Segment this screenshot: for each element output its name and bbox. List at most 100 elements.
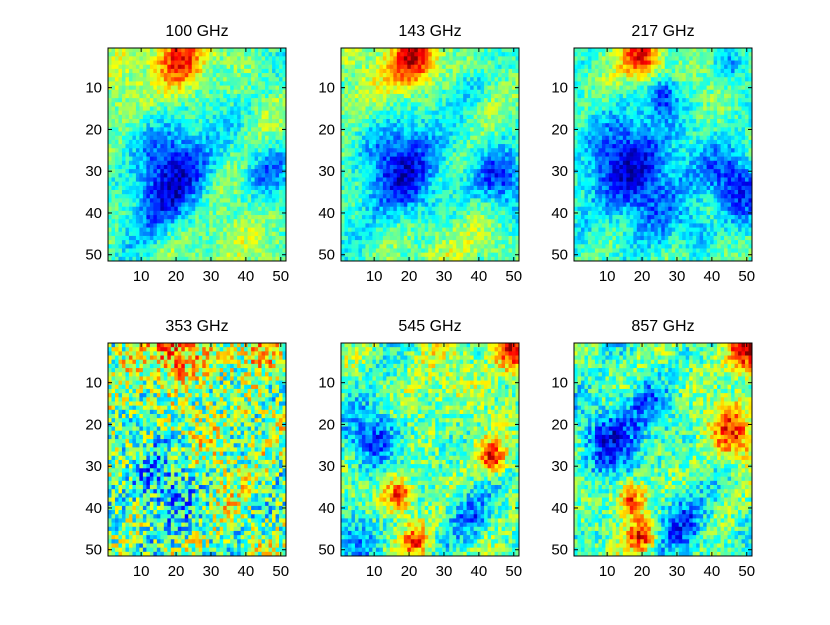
heatmap-cell: [108, 248, 112, 253]
heatmap-cell: [421, 89, 426, 95]
heatmap-cell: [463, 198, 467, 203]
heatmap-cell: [261, 148, 266, 153]
heatmap-cell: [146, 198, 151, 203]
heatmap-cell: [233, 252, 238, 258]
heatmap-cell: [473, 160, 478, 166]
heatmap-cell: [251, 85, 255, 91]
heatmap-cell: [205, 240, 210, 245]
heatmap-cell: [491, 73, 495, 78]
heatmap-cell: [501, 235, 506, 241]
heatmap-cell: [421, 173, 426, 178]
heatmap-cell: [188, 244, 193, 249]
heatmap-cell: [132, 52, 137, 57]
heatmap-cell: [351, 85, 356, 91]
heatmap-cell: [149, 215, 154, 220]
heatmap-cell: [279, 127, 283, 132]
heatmap-cell: [184, 68, 189, 74]
heatmap-cell: [121, 98, 126, 103]
heatmap-cell: [445, 102, 450, 107]
heatmap-cell: [382, 89, 387, 95]
heatmap-cell: [174, 240, 179, 245]
heatmap-cell: [237, 223, 241, 228]
heatmap-cell: [121, 194, 126, 199]
heatmap-cell: [282, 164, 287, 170]
heatmap-cell: [223, 48, 228, 53]
heatmap-cell: [237, 194, 241, 199]
heatmap-cell: [428, 144, 433, 149]
heatmap-cell: [191, 160, 196, 166]
heatmap-cell: [389, 135, 394, 141]
heatmap-cell: [421, 56, 426, 61]
heatmap-cell: [108, 102, 112, 107]
heatmap-cell: [407, 64, 412, 70]
heatmap-cell: [424, 114, 429, 120]
heatmap-cell: [111, 248, 116, 253]
heatmap-cell: [431, 210, 436, 216]
heatmap-cell: [230, 248, 234, 253]
heatmap-cell: [188, 169, 193, 174]
heatmap-cell: [341, 240, 345, 245]
heatmap-cell: [191, 139, 196, 145]
heatmap-cell: [438, 98, 443, 103]
heatmap-cell: [361, 131, 366, 137]
heatmap-cell: [417, 106, 422, 111]
heatmap-cell: [358, 198, 363, 203]
heatmap-cell: [125, 60, 130, 66]
heatmap-cell: [219, 102, 224, 107]
heatmap-cell: [163, 73, 168, 78]
heatmap-cell: [417, 173, 422, 178]
heatmap-cell: [431, 152, 436, 157]
heatmap-cell: [361, 135, 366, 141]
heatmap-cell: [226, 215, 231, 220]
heatmap-cell: [268, 240, 273, 245]
heatmap-cell: [372, 160, 377, 166]
heatmap-cell: [435, 194, 440, 199]
heatmap-cell: [247, 181, 252, 187]
heatmap-cell: [195, 169, 200, 174]
heatmap-cell: [149, 227, 154, 233]
heatmap-cell: [121, 164, 126, 170]
heatmap-cell: [244, 139, 248, 145]
heatmap-cell: [198, 164, 203, 170]
heatmap-cell: [188, 227, 193, 233]
heatmap-cell: [393, 127, 398, 132]
heatmap-cell: [142, 89, 147, 95]
heatmap-cell: [223, 256, 228, 262]
heatmap-cell: [375, 181, 380, 187]
heatmap-cell: [108, 52, 112, 57]
heatmap-cell: [111, 198, 116, 203]
heatmap-cell: [463, 93, 467, 99]
heatmap-cell: [174, 119, 179, 124]
heatmap-cell: [505, 210, 509, 216]
heatmap-cell: [209, 244, 214, 249]
heatmap-cell: [501, 135, 506, 141]
heatmap-cell: [368, 202, 373, 208]
heatmap-cell: [191, 256, 196, 262]
heatmap-cell: [233, 48, 238, 53]
heatmap-cell: [505, 223, 509, 228]
heatmap-cell: [442, 235, 447, 241]
heatmap-cell: [132, 223, 137, 228]
heatmap-cell: [254, 77, 259, 82]
heatmap-cell: [358, 48, 363, 53]
heatmap-cell: [265, 252, 269, 258]
heatmap-cell: [386, 64, 391, 70]
heatmap-cell: [170, 131, 175, 137]
heatmap-cell: [258, 177, 262, 182]
heatmap-cell: [417, 68, 422, 74]
heatmap-cell: [347, 106, 352, 111]
heatmap-cell: [396, 60, 401, 66]
heatmap-cell: [459, 169, 464, 174]
heatmap-cell: [487, 215, 492, 220]
heatmap-cell: [118, 93, 123, 99]
heatmap-cell: [347, 119, 352, 124]
heatmap-cell: [149, 248, 154, 253]
heatmap-cell: [435, 210, 440, 216]
heatmap-cell: [438, 135, 443, 141]
heatmap-cell: [282, 244, 287, 249]
heatmap-cell: [379, 223, 384, 228]
heatmap-cell: [188, 139, 193, 145]
heatmap-cell: [181, 102, 186, 107]
heatmap-cell: [111, 206, 116, 212]
heatmap-cell: [198, 190, 203, 195]
